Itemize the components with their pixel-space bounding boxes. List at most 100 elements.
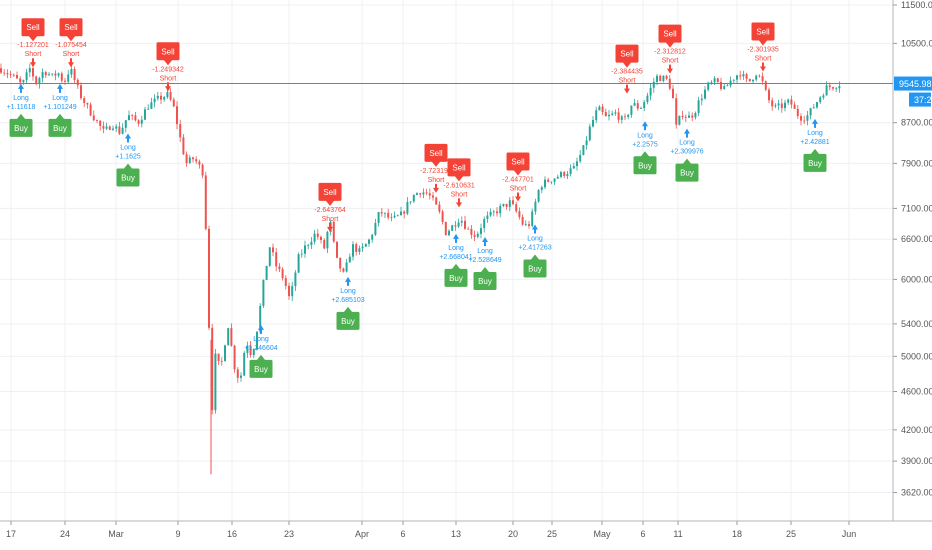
candle-body xyxy=(809,108,812,116)
candle-body xyxy=(569,168,572,175)
candle-body xyxy=(432,195,434,198)
buy-signal-text: Buy xyxy=(449,274,463,283)
candle-body xyxy=(134,115,137,121)
candle-body xyxy=(137,120,140,124)
candle-body xyxy=(739,75,742,77)
candle-body xyxy=(240,375,242,378)
candle-body xyxy=(720,81,722,90)
candle-body xyxy=(320,236,322,241)
candle-body xyxy=(294,272,297,287)
buy-signal-badge[interactable] xyxy=(48,113,72,137)
time-tick-label: 6 xyxy=(640,529,645,539)
candle-body xyxy=(281,269,284,279)
sell-signal-badge[interactable] xyxy=(751,22,775,46)
candle-body xyxy=(259,305,262,332)
sell-signal-badge[interactable] xyxy=(424,143,448,167)
candle-body xyxy=(588,126,591,141)
long-value: +2.2575 xyxy=(632,141,658,148)
sell-signal-text: Sell xyxy=(64,23,78,32)
candle-body xyxy=(278,266,281,270)
candle-body xyxy=(403,211,406,214)
buy-signal-badge[interactable] xyxy=(9,113,33,137)
candle-body xyxy=(540,187,543,190)
candle-body xyxy=(352,244,354,257)
buy-signal-badge[interactable] xyxy=(523,254,547,278)
time-tick-label: Jun xyxy=(842,529,857,539)
time-tick-label: 24 xyxy=(60,529,70,539)
candle-body xyxy=(832,87,834,89)
sell-signal-text: Sell xyxy=(429,149,443,158)
candle-body xyxy=(6,73,9,75)
candle-body xyxy=(742,74,745,77)
candle-body xyxy=(521,216,524,225)
short-arrow-icon xyxy=(667,64,673,74)
long-value: +1.246604 xyxy=(244,345,277,352)
candle-body xyxy=(0,68,2,73)
candle-body xyxy=(102,125,105,129)
sell-signal-badge[interactable] xyxy=(59,18,83,42)
candle-body xyxy=(704,89,706,99)
candle-body xyxy=(691,115,694,118)
candle-body xyxy=(688,115,690,118)
candle-body xyxy=(707,82,710,90)
price-tick-label: 7900.00 xyxy=(901,158,932,168)
candle-body xyxy=(556,176,559,179)
buy-signal-badge[interactable] xyxy=(633,151,657,175)
candle-body xyxy=(224,345,226,362)
sell-signal-badge[interactable] xyxy=(615,44,639,68)
buy-signal-badge[interactable] xyxy=(473,267,497,291)
buy-signal-badge[interactable] xyxy=(803,148,827,172)
candle-body xyxy=(652,81,655,88)
buy-signal-badge[interactable] xyxy=(336,306,360,330)
sell-signal-badge[interactable] xyxy=(21,18,45,42)
sell-signal-badge[interactable] xyxy=(318,182,342,206)
candle-body xyxy=(585,140,588,146)
candle-body xyxy=(99,120,102,126)
sell-signal-badge[interactable] xyxy=(658,24,682,48)
candle-body xyxy=(48,74,50,76)
candle-body xyxy=(390,217,393,219)
buy-signal-text: Buy xyxy=(638,161,652,170)
sell-signal-badge[interactable] xyxy=(506,152,530,176)
short-label: Short xyxy=(322,216,339,223)
candle-body xyxy=(812,107,815,109)
candle-body xyxy=(291,286,294,297)
time-tick-label: 11 xyxy=(673,529,682,539)
buy-signal-text: Buy xyxy=(680,169,694,178)
candle-body xyxy=(627,114,630,117)
buy-signal-badge[interactable] xyxy=(675,158,699,182)
buy-signal-badge[interactable] xyxy=(444,263,468,287)
sell-signal-text: Sell xyxy=(452,163,466,172)
candle-body xyxy=(460,220,463,223)
candle-body xyxy=(176,106,178,125)
sell-signal-text: Sell xyxy=(756,27,770,36)
buy-signal-text: Buy xyxy=(121,174,135,183)
candle-body xyxy=(640,108,642,109)
candle-body xyxy=(553,178,556,182)
candle-body xyxy=(729,80,732,86)
candle-body xyxy=(195,159,198,162)
long-label: Long xyxy=(253,336,269,343)
candle-body xyxy=(524,224,527,225)
candle-body xyxy=(192,157,194,160)
buy-signal-text: Buy xyxy=(53,124,67,133)
buy-signal-badge[interactable] xyxy=(249,354,273,378)
buy-signal-badge[interactable] xyxy=(116,163,140,187)
candle-body xyxy=(470,228,473,235)
time-tick-label: May xyxy=(593,529,611,539)
long-label: Long xyxy=(448,245,464,252)
candle-body xyxy=(425,192,428,194)
sell-signal-badge[interactable] xyxy=(447,158,471,182)
candle-body xyxy=(710,82,713,84)
sell-signal-badge[interactable] xyxy=(156,42,180,66)
candle-body xyxy=(172,99,175,107)
candle-body xyxy=(464,220,466,229)
candle-body xyxy=(793,104,796,109)
candle-body xyxy=(473,234,476,237)
candle-body xyxy=(784,102,786,109)
candle-body xyxy=(803,120,806,122)
candle-body xyxy=(608,114,610,117)
candle-body xyxy=(185,154,188,164)
